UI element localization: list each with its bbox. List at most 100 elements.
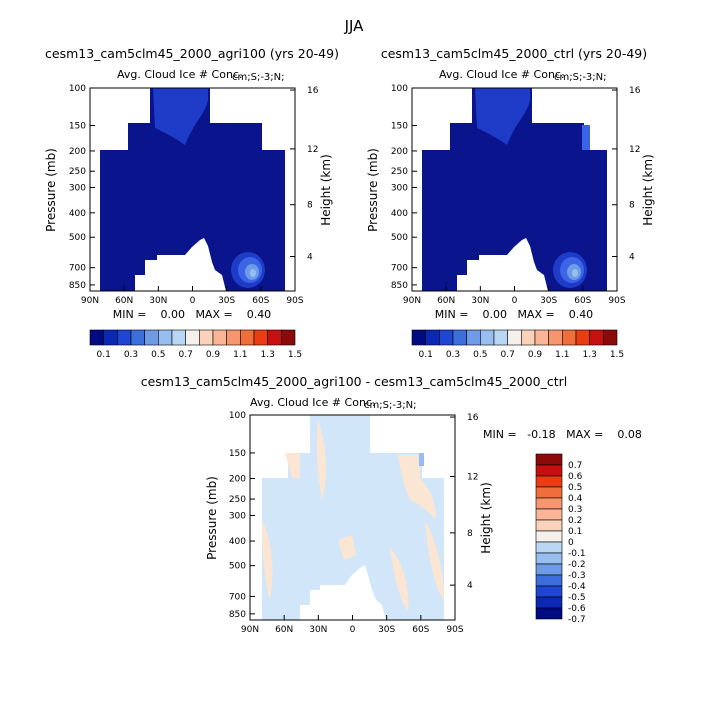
no-data-region-lower-right [444, 478, 455, 620]
panel-diff-title: cesm13_cam5clm45_2000_agri100 - cesm13_c… [141, 374, 568, 389]
colorbar-swatch [535, 497, 563, 510]
height-tick-label: 16 [629, 86, 641, 96]
small-patch-blue3 [582, 125, 590, 150]
y-tick-label: 850 [391, 281, 408, 291]
colorbar-swatch [466, 329, 481, 346]
panel-diff-ylabel: Pressure (mb) [205, 476, 219, 560]
lower-contour-center [572, 269, 578, 277]
y-tick-label: 300 [69, 183, 86, 193]
positive-patch-5 [390, 548, 409, 612]
height-tick-label: 8 [629, 201, 635, 211]
colorbar-label: 0.9 [528, 350, 543, 360]
y-tick-label: 500 [69, 233, 86, 243]
panel-ctrl-title: cesm13_cam5clm45_2000_ctrl (yrs 20-49) [381, 46, 647, 61]
no-data-region-top-left [250, 415, 310, 478]
colorbar-swatch [535, 475, 563, 488]
panel-diff-ylabel-right: Height (km) [479, 482, 493, 553]
panel-ctrl-subtitle-right: cm;S;-3;N; [554, 72, 607, 83]
colorbar-swatch [535, 486, 563, 499]
colorbar-label: 1.3 [583, 350, 597, 360]
no-data-region-lower-right [285, 150, 295, 291]
height-tick-label: 8 [307, 201, 313, 211]
panel-diff: cesm13_cam5clm45_2000_agri100 - cesm13_c… [141, 374, 642, 621]
height-tick-label: 16 [307, 86, 319, 96]
y-tick-label: 200 [229, 475, 246, 485]
panel-agri100-ylabel-right: Height (km) [319, 154, 333, 225]
colorbar-label: -0.4 [568, 582, 586, 592]
colorbar-swatch [199, 329, 214, 346]
no-data-region-top-left [90, 88, 150, 150]
colorbar-swatch [507, 329, 522, 346]
height-tick-label: 16 [467, 413, 479, 423]
lower-contour-center [250, 269, 256, 277]
panel-agri100-field [90, 88, 295, 291]
x-tick-label: 30S [378, 625, 395, 635]
no-data-region-bottom [135, 238, 226, 291]
no-data-region-lower-left [250, 478, 262, 620]
height-tick-label: 4 [307, 252, 313, 262]
colorbar-swatch [253, 329, 268, 346]
colorbar-swatch [103, 329, 118, 346]
colorbar-label: 1.1 [233, 350, 247, 360]
colorbar-swatch [171, 329, 186, 346]
colorbar-swatch [535, 607, 563, 620]
y-tick-label: 300 [229, 511, 246, 521]
positive-patch-3 [398, 455, 436, 520]
colorbar-label: 0.3 [568, 505, 582, 515]
colorbar-swatch [548, 329, 563, 346]
y-tick-label: 250 [69, 167, 86, 177]
y-tick-label: 250 [391, 167, 408, 177]
colorbar-swatch [535, 563, 563, 576]
y-tick-label: 250 [229, 495, 246, 505]
colorbar-swatch [535, 574, 563, 587]
panel-ctrl: cesm13_cam5clm45_2000_ctrl (yrs 20-49) A… [366, 46, 655, 321]
colorbar-swatch [267, 329, 282, 346]
colorbar-swatch [493, 329, 508, 346]
y-tick-label: 100 [229, 411, 246, 421]
season-title: JJA [344, 17, 365, 35]
no-data-region-lower-left [90, 150, 100, 291]
y-tick-label: 700 [69, 264, 86, 274]
colorbar-label: 0.5 [568, 483, 582, 493]
colorbar-swatch [144, 329, 159, 346]
upper-contour-blue2 [475, 88, 530, 145]
colorbar-swatch [130, 329, 145, 346]
colorbar-label: 0.3 [446, 350, 460, 360]
x-tick-label: 0 [350, 625, 356, 635]
colorbar-label: -0.7 [568, 615, 586, 625]
x-tick-label: 60N [115, 296, 133, 306]
x-tick-label: 30S [218, 296, 235, 306]
colorbar-label: 0.2 [568, 516, 582, 526]
x-tick-label: 60S [252, 296, 269, 306]
colorbar-label: 0.7 [179, 350, 193, 360]
colorbar-swatch [535, 585, 563, 598]
colorbar-swatch [281, 329, 296, 346]
y-tick-label: 400 [69, 209, 86, 219]
colorbar-label: -0.3 [568, 571, 586, 581]
colorbar-label: 1.3 [261, 350, 275, 360]
colorbar-label: 0.7 [501, 350, 515, 360]
colorbar-swatch [158, 329, 173, 346]
colorbar-label: 0.3 [124, 350, 138, 360]
colorbar-swatch [535, 541, 563, 554]
panel-agri100-minmax: MIN = 0.00 MAX = 0.40 [113, 308, 271, 321]
y-tick-label: 150 [391, 122, 408, 132]
panel-agri100-title: cesm13_cam5clm45_2000_agri100 (yrs 20-49… [45, 46, 339, 61]
panel-diff-field [250, 415, 455, 620]
colorbar-swatch [575, 329, 590, 346]
no-data-region-top-left [412, 88, 472, 150]
colorbar-swatch [439, 329, 454, 346]
colorbar-swatch [212, 329, 227, 346]
colorbar-swatch [535, 464, 563, 477]
x-tick-label: 0 [512, 296, 518, 306]
colorbar-swatch [535, 596, 563, 609]
panel-agri100: cesm13_cam5clm45_2000_agri100 (yrs 20-49… [44, 46, 339, 321]
colorbar-swatch [589, 329, 604, 346]
colorbar-label: 0.7 [568, 461, 582, 471]
upper-contour-blue2 [153, 88, 208, 145]
x-tick-label: 90N [81, 296, 99, 306]
panel-ctrl-field [412, 88, 617, 291]
height-tick-label: 4 [467, 581, 473, 591]
x-tick-label: 30N [471, 296, 489, 306]
colorbar-swatch [425, 329, 440, 346]
